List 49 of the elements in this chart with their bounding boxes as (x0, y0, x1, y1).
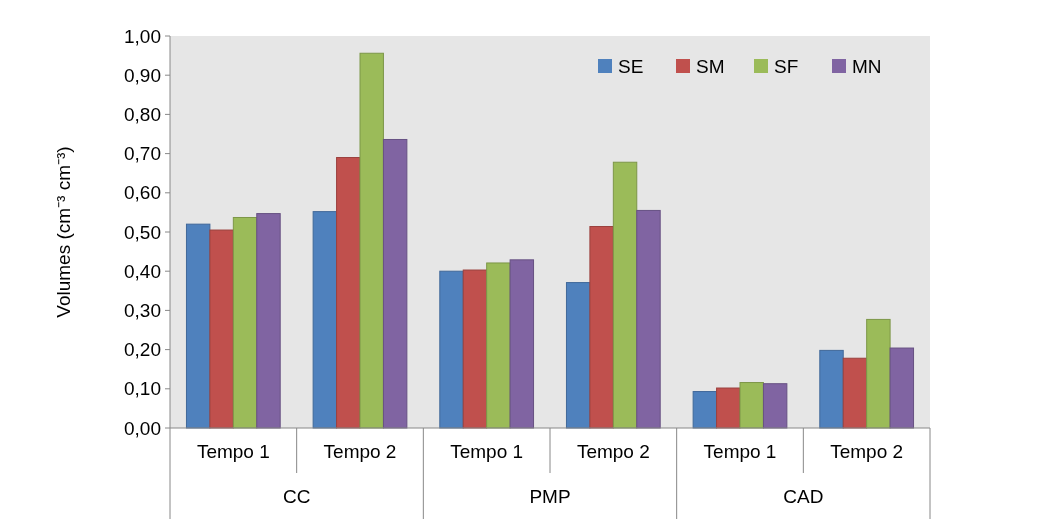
y-tick-label: 0,10 (124, 378, 161, 400)
y-axis-title: Volumes (cm⁻³ cm⁻³) (53, 146, 74, 318)
y-tick-label: 0,70 (124, 143, 161, 165)
bar (762, 383, 788, 429)
bar (336, 157, 361, 429)
x-tick-label: Tempo 2 (323, 441, 397, 462)
y-tick-label: 0,00 (124, 417, 161, 439)
x-tick-label: Tempo 1 (703, 441, 777, 462)
y-tick-label: 1,00 (124, 25, 161, 47)
y-tick-label: 0,40 (124, 260, 161, 282)
text: CC (282, 486, 311, 507)
bar (739, 382, 764, 429)
legend-label: SE (618, 55, 644, 77)
bar (565, 282, 591, 429)
bar (866, 318, 891, 429)
y-tick-label: 0,50 (124, 221, 161, 243)
bar (312, 211, 338, 429)
bar (612, 161, 638, 429)
bar (209, 229, 234, 429)
y-tick-label: 0,90 (124, 64, 161, 86)
bar (486, 262, 511, 429)
y-tick-label: 0,20 (124, 339, 161, 361)
y-tick-label: 0,30 (124, 300, 161, 322)
bar (716, 387, 741, 429)
bar (439, 270, 464, 429)
bar (819, 349, 844, 429)
text: PMP (529, 486, 571, 507)
bar (842, 357, 868, 429)
x-tick-label: Tempo 2 (830, 441, 904, 462)
x-tick-label: Tempo 1 (450, 441, 524, 462)
bar (185, 223, 211, 429)
bar (636, 209, 661, 429)
bar (462, 269, 488, 429)
bar (589, 226, 614, 429)
y-tick-label: 0,80 (124, 104, 161, 126)
y-tick-label: 0,60 (124, 182, 161, 204)
x-tick-label: Tempo 1 (196, 441, 270, 462)
bar (692, 391, 718, 429)
bar (509, 259, 535, 429)
x-tick-label: Tempo 2 (576, 441, 650, 462)
bar (359, 52, 384, 429)
legend-label: SF (774, 55, 799, 77)
bar (889, 347, 915, 429)
legend-label: MN (852, 55, 882, 77)
bar (256, 213, 281, 429)
bar (382, 138, 408, 429)
legend-label: SM (696, 55, 725, 77)
text: CAD (783, 486, 824, 507)
bar (232, 217, 258, 429)
